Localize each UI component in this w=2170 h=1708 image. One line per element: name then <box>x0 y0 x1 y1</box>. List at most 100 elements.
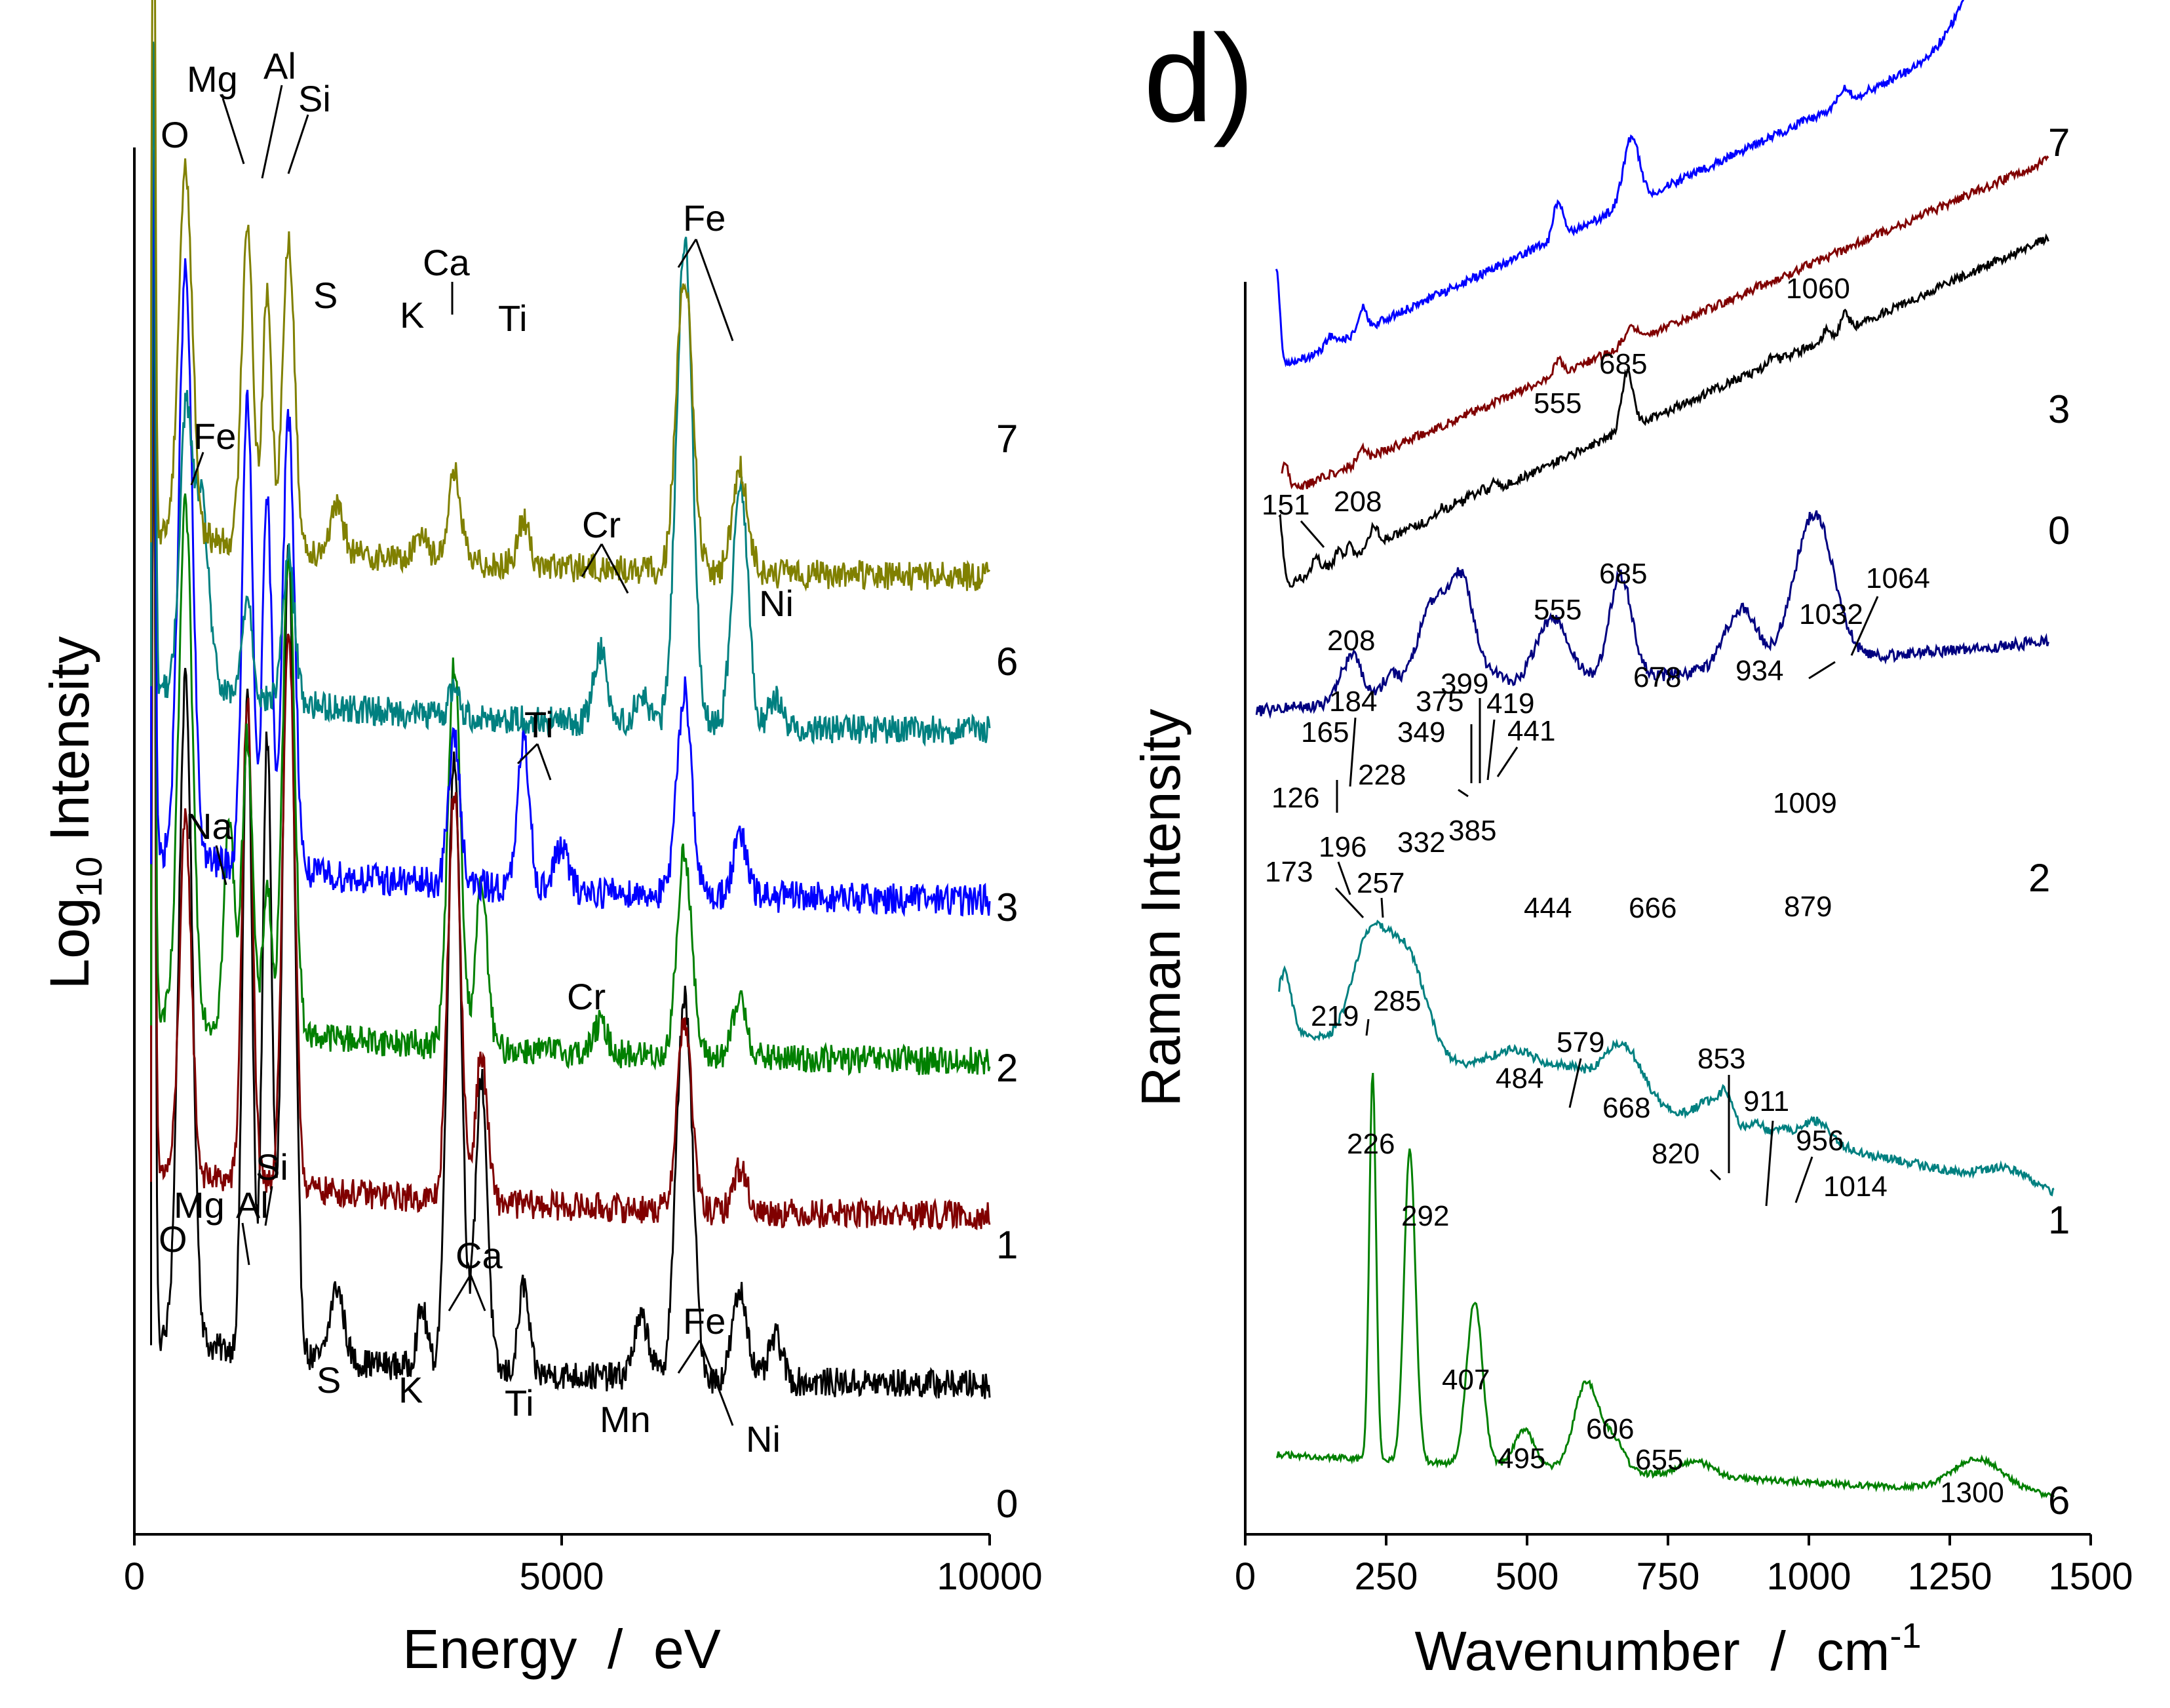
raman-end-label: 3 <box>2048 387 2070 431</box>
raman-annotation: 685 <box>1599 348 1647 380</box>
raman-x-tick-label: 1000 <box>1766 1555 1851 1598</box>
raman-annotation: 441 <box>1507 715 1555 747</box>
xrf-annotation: Fe <box>683 1300 726 1342</box>
raman-x-tick-label: 250 <box>1355 1555 1418 1598</box>
xrf-annotation: Al <box>236 1184 269 1226</box>
raman-annotation: 956 <box>1796 1125 1844 1157</box>
raman-end-label: 0 <box>2048 509 2070 553</box>
raman-x-tick-label: 750 <box>1637 1555 1700 1598</box>
xrf-y-axis-title: Log10 Intensity <box>39 636 109 990</box>
xrf-series-7 <box>150 0 991 592</box>
raman-annotation: 934 <box>1735 655 1783 687</box>
xrf-annotation: Cr <box>567 976 606 1017</box>
raman-annotation: 419 <box>1486 688 1534 720</box>
xrf-annotation: Ca <box>423 242 470 283</box>
raman-annotation: 666 <box>1629 892 1676 924</box>
xrf-x-tick-label: 0 <box>124 1555 145 1598</box>
raman-series-3 <box>1281 155 2049 490</box>
raman-annotation: 555 <box>1534 594 1581 626</box>
raman-annotation: 257 <box>1357 867 1405 899</box>
xrf-leader-lines <box>190 85 734 1426</box>
raman-annotation: 685 <box>1599 558 1647 590</box>
xrf-end-label: 1 <box>996 1223 1018 1267</box>
raman-annotation: 196 <box>1319 831 1366 863</box>
raman-annotation: 285 <box>1373 985 1421 1017</box>
raman-series-7 <box>1275 0 1964 368</box>
raman-x-tick-label: 1250 <box>1907 1555 1992 1598</box>
raman-annotation: 444 <box>1524 892 1572 924</box>
xrf-series-1 <box>150 379 991 1231</box>
xrf-annotation: O <box>159 1218 187 1260</box>
raman-annotation: 219 <box>1311 1000 1359 1032</box>
raman-y-axis-title: Raman Intensity <box>1130 709 1192 1107</box>
xrf-annotation: O <box>161 114 189 155</box>
xrf-x-axis-title: Energy / eV <box>402 1618 721 1680</box>
raman-annotation: 126 <box>1271 782 1319 814</box>
raman-annotation: 1064 <box>1866 562 1930 594</box>
xrf-series-6 <box>150 41 991 747</box>
xrf-annotation: Si <box>298 78 331 119</box>
xrf-annotation: S <box>313 275 338 316</box>
xrf-panel: 0 5000 10000 Energy / eV Log10 Intensity… <box>39 0 1043 1680</box>
raman-annotation: 184 <box>1329 686 1377 718</box>
raman-annotation: 579 <box>1557 1026 1604 1058</box>
raman-annotation: 1060 <box>1786 273 1850 305</box>
raman-annotation: 226 <box>1347 1128 1395 1160</box>
raman-ticks: 0 250 500 750 1000 1250 1500 <box>1235 1534 2133 1598</box>
raman-end-label: 2 <box>2028 856 2050 900</box>
xrf-annotation: Na <box>185 805 233 847</box>
raman-annotation: 165 <box>1301 716 1349 748</box>
xrf-annotation: Ti <box>524 704 554 745</box>
raman-series-1 <box>1278 920 2055 1197</box>
raman-end-label: 1 <box>2048 1198 2070 1242</box>
xrf-annotations: O Mg Al Si S K Ca Ti Fe Fe Cr Ni Ti Na C… <box>159 45 794 1460</box>
raman-annotation: 655 <box>1635 1444 1683 1476</box>
xrf-annotation: Si <box>256 1146 288 1188</box>
raman-annotation: 332 <box>1397 826 1445 859</box>
raman-annotation: 853 <box>1697 1043 1745 1075</box>
panel-label: d) <box>1144 9 1254 148</box>
xrf-annotation: Cr <box>582 504 621 545</box>
xrf-annotation: Ni <box>759 583 794 624</box>
raman-annotation: 228 <box>1358 759 1406 791</box>
raman-annotation: 678 <box>1633 661 1681 693</box>
raman-x-tick-label: 500 <box>1496 1555 1559 1598</box>
raman-series-group <box>1255 0 2055 1500</box>
raman-annotation: 668 <box>1602 1092 1650 1124</box>
xrf-x-tick-label: 10000 <box>937 1555 1042 1598</box>
raman-annotation: 1009 <box>1773 787 1837 819</box>
raman-annotation: 1032 <box>1799 598 1863 631</box>
raman-leader-lines <box>1300 520 1879 1207</box>
raman-annotation: 375 <box>1416 686 1463 718</box>
raman-annotation: 208 <box>1334 486 1382 518</box>
raman-annotation: 1300 <box>1940 1477 2004 1509</box>
raman-annotation: 407 <box>1442 1364 1490 1396</box>
xrf-end-label: 0 <box>996 1482 1018 1526</box>
raman-series-6 <box>1276 1072 2055 1500</box>
xrf-end-label: 6 <box>996 640 1018 684</box>
xrf-annotation: Fe <box>193 416 236 457</box>
raman-annotation: 495 <box>1498 1443 1545 1475</box>
xrf-end-label: 2 <box>996 1046 1018 1090</box>
xrf-annotation: Mg <box>187 58 238 100</box>
xrf-annotation: Al <box>263 45 296 87</box>
xrf-annotation: Ti <box>505 1382 534 1424</box>
xrf-annotation: Ni <box>746 1418 781 1460</box>
xrf-annotation: Mn <box>600 1399 651 1440</box>
raman-panel: 0 250 500 750 1000 1250 1500 Wavenumber / cm-1… <box>1130 0 2133 1682</box>
raman-annotation: 349 <box>1397 716 1445 748</box>
xrf-annotation: Fe <box>683 197 726 239</box>
xrf-annotation: Ca <box>455 1235 503 1276</box>
xrf-annotation: K <box>398 1369 423 1410</box>
raman-annotation: 879 <box>1784 891 1832 923</box>
raman-x-tick-label: 1500 <box>2048 1555 2133 1598</box>
raman-series-2 <box>1255 510 2049 720</box>
raman-annotation: 555 <box>1534 387 1581 419</box>
raman-annotation: 173 <box>1265 856 1313 888</box>
xrf-series-group <box>150 0 991 1400</box>
raman-x-axis-title: Wavenumber / cm-1 <box>1414 1616 1921 1682</box>
xrf-annotation: Mg <box>174 1184 225 1226</box>
raman-x-tick-label: 0 <box>1235 1555 1256 1598</box>
xrf-series-2 <box>150 248 991 1076</box>
